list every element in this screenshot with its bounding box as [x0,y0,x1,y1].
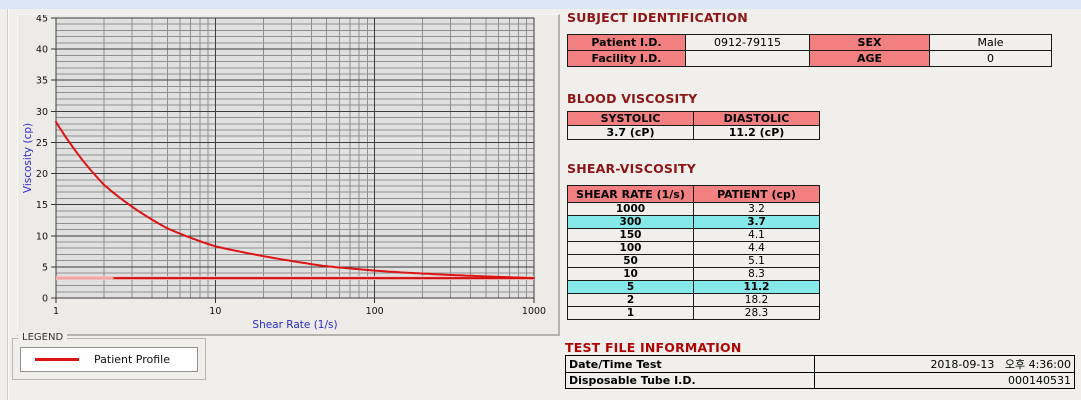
shear-rate-cell: 150 [567,228,694,242]
svg-text:15: 15 [36,200,48,211]
table-row: Date/Time Test 2018-09-13 오후 4:36:00 [565,355,1075,373]
shear-rate-cell: 300 [567,215,694,229]
patient-viscosity-cell: 4.1 [693,228,820,242]
shear-viscosity-body: 1000 3.2 300 3.7 150 4.1 100 4.4 50 5.1 10 8.3 5 11.2… [567,202,820,320]
svg-text:30: 30 [36,107,48,118]
table-row: SYSTOLIC DIASTOLIC [567,111,820,126]
test-file-field-label: Date/Time Test [565,355,815,373]
viscosity-chart: 0 5 10 15 20 25 30 35 40 45 1 10 100 1000 Shear Rate (… [22,15,546,331]
patient-column-header: PATIENT (cp) [693,185,820,203]
svg-text:5: 5 [42,262,48,273]
svg-text:40: 40 [36,45,48,56]
svg-text:Viscosity (cp): Viscosity (cp) [22,123,34,193]
blood-viscosity-title: BLOOD VISCOSITY [567,91,698,106]
left-panel-divider [7,9,9,400]
test-file-information-title: TEST FILE INFORMATION [565,340,742,355]
svg-text:100: 100 [366,306,384,317]
svg-text:0: 0 [42,294,48,305]
subject-table: Patient I.D. 0912-79115 SEX Male Facilit… [567,34,1052,67]
test-file-table: Date/Time Test 2018-09-13 오후 4:36:00 Dispo… [565,355,1075,389]
patient-viscosity-cell: 5.1 [693,254,820,268]
patient-viscosity-cell: 28.3 [693,306,820,320]
diastolic-label: DIASTOLIC [693,111,820,126]
age-value: 0 [929,50,1052,67]
table-row: 300 3.7 [567,215,820,229]
shear-rate-cell: 50 [567,254,694,268]
test-file-body: Date/Time Test 2018-09-13 오후 4:36:00 Dispo… [565,355,1075,389]
diastolic-value: 11.2 (cP) [693,125,820,140]
subject-identification-title: SUBJECT IDENTIFICATION [567,10,748,25]
table-header-row: SHEAR RATE (1/s) PATIENT (cp) [567,185,820,203]
patient-viscosity-cell: 3.2 [693,202,820,216]
patient-viscosity-cell: 8.3 [693,267,820,281]
legend-item: Patient Profile [20,347,198,372]
test-file-field-value: 000140531 [814,372,1075,389]
chart-panel: 0 5 10 15 20 25 30 35 40 45 1 10 100 1000 Shear Rate (… [17,14,560,336]
systolic-label: SYSTOLIC [567,111,694,126]
table-row: 50 5.1 [567,254,820,268]
patient-id-value: 0912-79115 [685,34,810,51]
sex-label: SEX [809,34,930,51]
systolic-value: 3.7 (cP) [567,125,694,140]
shear-rate-cell: 5 [567,280,694,294]
table-row: 1000 3.2 [567,202,820,216]
facility-id-label: Facility I.D. [567,50,686,67]
age-label: AGE [809,50,930,67]
patient-id-label: Patient I.D. [567,34,686,51]
svg-text:1000: 1000 [522,306,546,317]
shear-rate-cell: 1000 [567,202,694,216]
patient-viscosity-cell: 4.4 [693,241,820,255]
patient-profile-label: Patient Profile [94,353,171,366]
table-row: Facility I.D. AGE 0 [567,50,1052,67]
svg-text:25: 25 [36,138,48,149]
sex-value: Male [929,34,1052,51]
facility-id-value [685,50,810,67]
blood-viscosity-table: SYSTOLIC DIASTOLIC 3.7 (cP) 11.2 (cP) [567,111,820,140]
table-row: Patient I.D. 0912-79115 SEX Male [567,34,1052,51]
test-file-field-label: Disposable Tube I.D. [565,372,815,389]
shear-viscosity-table: SHEAR RATE (1/s) PATIENT (cp) 1000 3.2 300… [567,185,820,320]
shear-rate-column-header: SHEAR RATE (1/s) [567,185,694,203]
table-row: 5 11.2 [567,280,820,294]
shear-rate-cell: 2 [567,293,694,307]
table-row: 100 4.4 [567,241,820,255]
test-file-field-value: 2018-09-13 오후 4:36:00 [814,355,1075,373]
top-band [0,0,1081,9]
shear-viscosity-title: SHEAR-VISCOSITY [567,161,696,176]
svg-text:20: 20 [36,169,48,180]
table-row: 150 4.1 [567,228,820,242]
shear-rate-cell: 100 [567,241,694,255]
patient-viscosity-cell: 3.7 [693,215,820,229]
svg-text:35: 35 [36,76,48,87]
svg-text:10: 10 [209,306,221,317]
patient-viscosity-cell: 11.2 [693,280,820,294]
legend-caption: LEGEND [18,332,68,343]
svg-text:Shear Rate (1/s): Shear Rate (1/s) [252,319,337,331]
table-row: 3.7 (cP) 11.2 (cP) [567,125,820,140]
table-row: Disposable Tube I.D. 000140531 [565,372,1075,389]
patient-profile-line-swatch [35,358,79,361]
legend-group: LEGEND Patient Profile [12,332,206,380]
svg-text:1: 1 [53,306,59,317]
table-row: 1 28.3 [567,306,820,320]
table-row: 10 8.3 [567,267,820,281]
svg-text:10: 10 [36,231,48,242]
shear-rate-cell: 10 [567,267,694,281]
shear-rate-cell: 1 [567,306,694,320]
table-row: 2 18.2 [567,293,820,307]
patient-viscosity-cell: 18.2 [693,293,820,307]
svg-text:45: 45 [36,15,48,25]
